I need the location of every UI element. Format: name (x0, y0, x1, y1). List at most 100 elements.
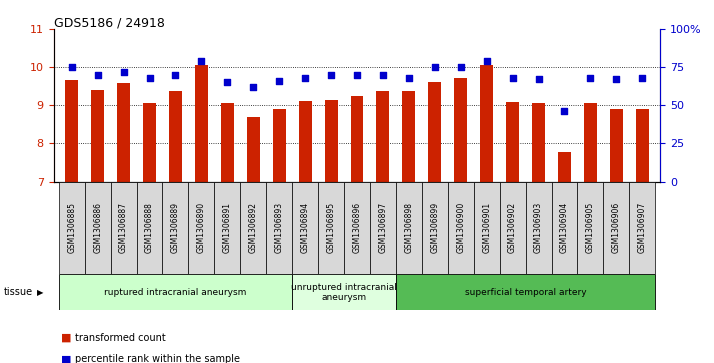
Bar (188, 182, 214, 274)
Point (170, 72, 181, 78)
Bar (403, 91, 416, 182)
Bar (376, 91, 389, 182)
Text: GSM1306892: GSM1306892 (248, 202, 258, 253)
Point (610, 77, 622, 82)
Point (92, 72, 104, 78)
Bar (298, 101, 311, 182)
Bar (428, 82, 441, 182)
Text: GSM1306904: GSM1306904 (560, 202, 569, 253)
Bar (221, 103, 233, 182)
Text: GSM1306885: GSM1306885 (67, 202, 76, 253)
Point (507, 75, 518, 81)
Text: GSM1306906: GSM1306906 (612, 202, 621, 253)
Bar (136, 182, 163, 274)
Text: tissue: tissue (4, 287, 33, 297)
Text: ruptured intracranial aneurysm: ruptured intracranial aneurysm (104, 288, 246, 297)
Bar (266, 182, 292, 274)
Text: GSM1306886: GSM1306886 (93, 202, 102, 253)
Bar (241, 182, 266, 274)
Text: GSM1306898: GSM1306898 (404, 202, 413, 253)
Bar (91, 90, 104, 182)
Text: GSM1306888: GSM1306888 (145, 202, 154, 253)
Bar (85, 182, 111, 274)
Text: transformed count: transformed count (75, 333, 166, 343)
Bar (551, 182, 578, 274)
Text: ■: ■ (61, 354, 71, 363)
Bar (195, 65, 208, 182)
Text: GSM1306891: GSM1306891 (223, 202, 232, 253)
Point (455, 64, 466, 70)
Bar (163, 182, 188, 274)
Bar (169, 91, 182, 182)
Bar (526, 182, 551, 274)
Bar (325, 99, 338, 182)
Bar (117, 83, 130, 182)
Bar (59, 182, 85, 274)
Bar (578, 182, 603, 274)
Text: ■: ■ (61, 333, 71, 343)
Point (326, 72, 337, 78)
Bar (351, 96, 363, 182)
Bar (532, 103, 545, 182)
Bar (111, 182, 136, 274)
Text: ▶: ▶ (37, 288, 44, 297)
Bar (273, 109, 286, 182)
Text: percentile rank within the sample: percentile rank within the sample (75, 354, 240, 363)
Point (118, 69, 129, 75)
Text: GSM1306903: GSM1306903 (534, 202, 543, 253)
Text: GSM1306896: GSM1306896 (353, 202, 361, 253)
Text: GSM1306905: GSM1306905 (586, 202, 595, 253)
Point (403, 75, 415, 81)
Bar (318, 182, 344, 274)
Text: GSM1306899: GSM1306899 (431, 202, 439, 253)
Bar (506, 102, 519, 182)
Bar (370, 182, 396, 274)
Point (481, 58, 493, 64)
Bar (292, 274, 396, 310)
Bar (396, 182, 422, 274)
Point (377, 72, 388, 78)
Point (585, 75, 596, 81)
Bar (214, 182, 241, 274)
Text: GSM1306894: GSM1306894 (301, 202, 310, 253)
Text: GDS5186 / 24918: GDS5186 / 24918 (54, 16, 164, 29)
Text: GSM1306893: GSM1306893 (275, 202, 283, 253)
Text: superficial temporal artery: superficial temporal artery (465, 288, 586, 297)
Point (637, 75, 648, 81)
Bar (610, 109, 623, 182)
Point (299, 75, 311, 81)
Point (66, 64, 77, 70)
Bar (344, 182, 370, 274)
Bar (143, 103, 156, 182)
Point (196, 58, 207, 64)
Text: GSM1306902: GSM1306902 (508, 202, 517, 253)
Bar (500, 182, 526, 274)
Bar (481, 65, 493, 182)
Bar (603, 182, 629, 274)
Bar (635, 109, 649, 182)
Point (144, 75, 155, 81)
Bar (422, 182, 448, 274)
Point (533, 77, 544, 82)
Text: GSM1306895: GSM1306895 (326, 202, 336, 253)
Text: GSM1306907: GSM1306907 (638, 202, 647, 253)
Text: GSM1306889: GSM1306889 (171, 202, 180, 253)
Text: GSM1306887: GSM1306887 (119, 202, 128, 253)
Bar (448, 182, 473, 274)
Text: GSM1306897: GSM1306897 (378, 202, 388, 253)
Bar (292, 182, 318, 274)
Bar (65, 81, 79, 182)
Point (559, 109, 570, 114)
Point (273, 78, 285, 84)
Point (248, 84, 259, 90)
Bar (558, 152, 571, 182)
Bar (454, 78, 467, 182)
Bar (396, 274, 655, 310)
Point (429, 64, 441, 70)
Bar (584, 103, 597, 182)
Bar (629, 182, 655, 274)
Text: unruptured intracranial
aneurysm: unruptured intracranial aneurysm (291, 282, 397, 302)
Point (221, 79, 233, 85)
Text: GSM1306901: GSM1306901 (482, 202, 491, 253)
Bar (473, 182, 500, 274)
